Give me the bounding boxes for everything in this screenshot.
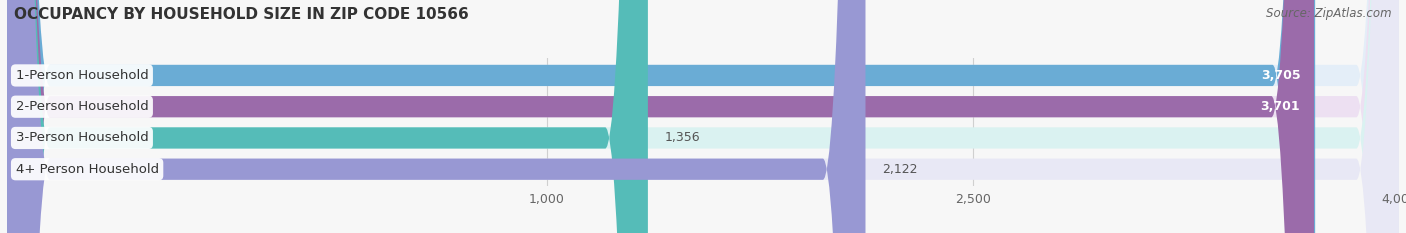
FancyBboxPatch shape <box>7 0 1399 233</box>
FancyBboxPatch shape <box>7 0 1399 233</box>
Text: 1-Person Household: 1-Person Household <box>15 69 148 82</box>
Text: 4+ Person Household: 4+ Person Household <box>15 163 159 176</box>
FancyBboxPatch shape <box>7 0 1315 233</box>
Text: OCCUPANCY BY HOUSEHOLD SIZE IN ZIP CODE 10566: OCCUPANCY BY HOUSEHOLD SIZE IN ZIP CODE … <box>14 7 468 22</box>
Text: 2-Person Household: 2-Person Household <box>15 100 148 113</box>
Text: 3-Person Household: 3-Person Household <box>15 131 148 144</box>
FancyBboxPatch shape <box>7 0 1315 233</box>
FancyBboxPatch shape <box>7 0 866 233</box>
FancyBboxPatch shape <box>7 0 648 233</box>
Text: 2,122: 2,122 <box>883 163 918 176</box>
Text: 1,356: 1,356 <box>665 131 700 144</box>
Text: 3,701: 3,701 <box>1260 100 1299 113</box>
FancyBboxPatch shape <box>7 0 1399 233</box>
Text: 3,705: 3,705 <box>1261 69 1301 82</box>
FancyBboxPatch shape <box>7 0 1399 233</box>
Text: Source: ZipAtlas.com: Source: ZipAtlas.com <box>1267 7 1392 20</box>
